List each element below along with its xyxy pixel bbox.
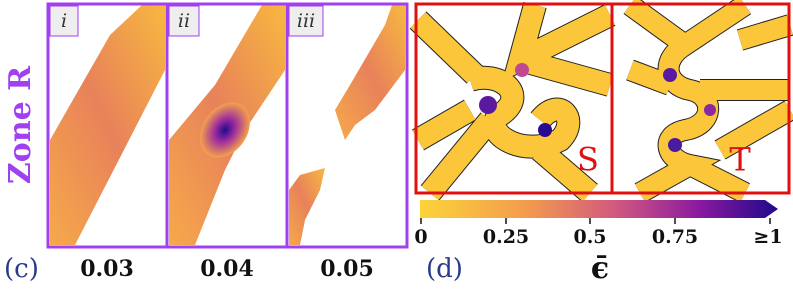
frame-tag: ii [178, 10, 190, 32]
band-upper [335, 5, 405, 140]
frame-label: T [729, 141, 751, 179]
band-lower [289, 168, 325, 245]
hotspot [704, 104, 716, 116]
hotspot [479, 96, 497, 114]
colorbar-tick: 0.75 [652, 226, 698, 248]
hotspot [668, 138, 682, 152]
neck [200, 102, 250, 158]
frame-iii [285, 2, 409, 249]
frame-ii [165, 2, 289, 249]
frame-i [46, 2, 169, 249]
panel-label: (d) [426, 254, 463, 284]
tag-box [168, 5, 200, 37]
frame-t [623, 0, 793, 203]
colorbar [420, 200, 778, 218]
frame-s [409, 1, 616, 203]
tag-box [49, 5, 79, 37]
frame-tag: iii [297, 10, 315, 32]
frame-label: S [577, 141, 599, 179]
frame-border [285, 2, 409, 249]
colorbar-tick: 0.25 [483, 226, 529, 248]
hotspot [515, 63, 529, 77]
colorbar-label: ϵ̄ [591, 251, 609, 286]
strain-value: 0.03 [80, 256, 134, 282]
colorbar-tick: ≥1 [753, 226, 782, 248]
band [50, 5, 165, 245]
hotspot [663, 68, 677, 82]
zone-label: Zone R [3, 65, 38, 184]
frame-tag: i [61, 10, 67, 32]
tag-box [288, 5, 324, 37]
panel-label: (c) [4, 254, 39, 284]
hotspot [538, 123, 552, 137]
strain-value: 0.05 [320, 256, 374, 282]
strain-value: 0.04 [200, 256, 254, 282]
colorbar-tick: 0.5 [573, 226, 606, 248]
frame-border [610, 2, 791, 195]
colorbar-tick: 0 [414, 226, 427, 248]
